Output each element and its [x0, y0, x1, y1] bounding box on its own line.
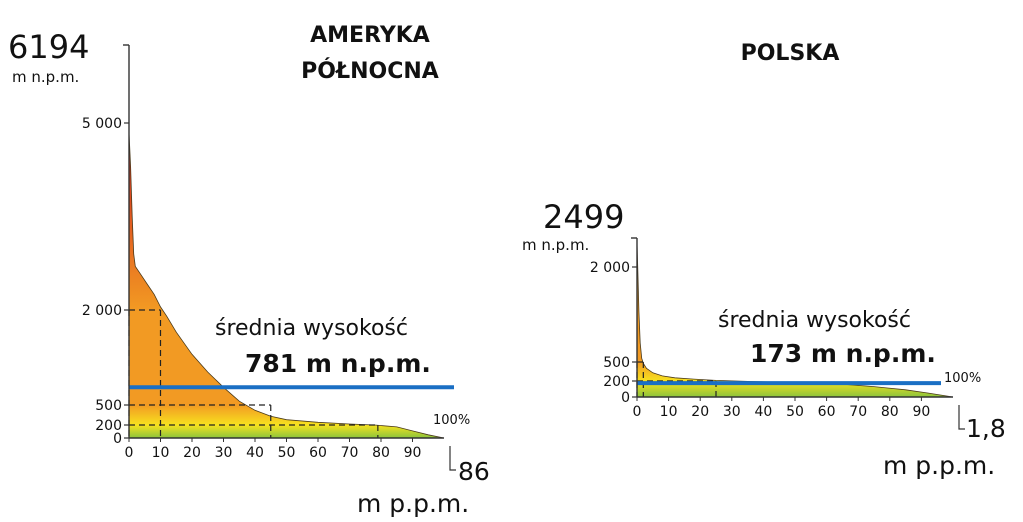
end-percent-label: 100% — [433, 413, 470, 428]
x-tick-label: 50 — [786, 404, 804, 420]
min-elevation-bracket — [449, 446, 456, 471]
x-tick-label: 20 — [183, 445, 201, 461]
end-percent-label: 100% — [944, 371, 981, 386]
y-tick-label: 0 — [621, 390, 630, 406]
x-tick-label: 30 — [723, 404, 741, 420]
x-tick-label: 10 — [152, 445, 170, 461]
max-elevation-value: 6194 — [8, 28, 89, 66]
chart-title-line-1: AMERYKA — [310, 23, 430, 48]
mean-height-label: średnia wysokość — [718, 308, 911, 333]
x-tick-label: 90 — [912, 404, 930, 420]
hypsographic-area — [129, 132, 444, 439]
x-tick-label: 30 — [215, 445, 233, 461]
x-tick-label: 90 — [404, 445, 422, 461]
y-tick-label: 200 — [603, 374, 630, 390]
min-elevation-value: 86 — [458, 457, 490, 486]
x-tick-label: 40 — [246, 445, 264, 461]
x-tick-label: 0 — [125, 445, 134, 461]
min-elevation-unit: m p.p.m. — [357, 489, 469, 518]
chart-title-line-2: PÓŁNOCNA — [301, 58, 439, 84]
x-tick-label: 70 — [341, 445, 359, 461]
x-tick-label: 20 — [691, 404, 709, 420]
x-tick-label: 0 — [633, 404, 642, 420]
min-elevation-bracket — [958, 405, 965, 430]
y-tick-label: 5 000 — [82, 116, 122, 132]
min-elevation-value: 1,8 — [966, 414, 1006, 443]
x-tick-label: 80 — [881, 404, 899, 420]
x-tick-label: 70 — [849, 404, 867, 420]
mean-height-value: 781 m n.p.m. — [245, 349, 431, 378]
max-elevation-value: 2499 — [543, 198, 624, 236]
hypsographic-curve-line — [636, 241, 954, 398]
min-elevation-unit: m p.p.m. — [883, 451, 995, 480]
x-tick-label: 10 — [660, 404, 678, 420]
x-tick-label: 60 — [818, 404, 836, 420]
max-elevation-unit: m n.p.m. — [12, 68, 79, 86]
y-tick-label: 2 000 — [590, 260, 630, 276]
y-tick-label: 0 — [113, 431, 122, 447]
x-tick-label: 50 — [278, 445, 296, 461]
y-tick-label: 200 — [95, 418, 122, 434]
x-tick-label: 40 — [754, 404, 772, 420]
x-tick-label: 80 — [372, 445, 390, 461]
max-elevation-unit: m n.p.m. — [522, 236, 589, 254]
mean-height-value: 173 m n.p.m. — [750, 339, 936, 368]
mean-height-label: średnia wysokość — [215, 316, 408, 341]
y-tick-label: 2 000 — [82, 303, 122, 319]
y-tick-label: 500 — [603, 355, 630, 371]
y-tick-label: 500 — [95, 398, 122, 414]
chart-title-line-1: POLSKA — [741, 41, 840, 66]
x-tick-label: 60 — [309, 445, 327, 461]
